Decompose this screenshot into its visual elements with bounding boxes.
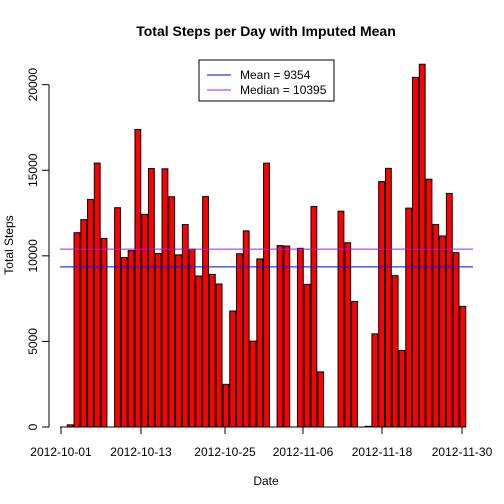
bar-2012-10-14 [147, 168, 155, 428]
bar-2012-10-20 [188, 248, 196, 428]
bar-2012-10-21 [195, 275, 203, 428]
bar-2012-10-13 [141, 213, 149, 428]
y-axis-label: Total Steps [2, 215, 16, 274]
legend-label: Median = 10395 [240, 83, 327, 97]
bar-2012-11-02 [276, 245, 284, 428]
bar-2012-10-27 [236, 253, 243, 428]
y-tick-label: 5000 [26, 328, 40, 355]
bar-2012-11-27 [445, 192, 453, 428]
y-tick-label: 10000 [26, 239, 40, 273]
bar-2012-10-30 [256, 258, 264, 428]
bar-2012-11-17 [378, 181, 386, 428]
bar-2012-10-19 [181, 224, 189, 428]
chart-title: Total Steps per Day with Imputed Mean [136, 23, 396, 39]
bar-2012-11-23 [418, 63, 426, 428]
bar-2012-11-03 [283, 245, 291, 428]
bar-2012-11-28 [452, 252, 460, 428]
bar-2012-10-10 [120, 257, 128, 428]
legend-box [198, 59, 335, 102]
bar-2012-10-15 [154, 252, 162, 428]
bar-2012-10-06 [93, 162, 101, 428]
bar-2012-11-07 [310, 205, 318, 428]
bar-2012-10-11 [127, 250, 135, 428]
x-axis-label: Date [253, 474, 279, 488]
bar-2012-10-04 [80, 219, 88, 428]
bar-2012-11-19 [391, 275, 399, 428]
bar-2012-11-13 [351, 300, 358, 428]
bar-2012-10-16 [161, 168, 169, 428]
x-tick-label: 2012-10-13 [110, 445, 172, 459]
bar-2012-11-29 [459, 305, 467, 428]
bar-2012-10-29 [249, 340, 257, 428]
bar-2012-11-16 [371, 333, 379, 428]
bars-group [66, 63, 467, 428]
bar-2012-10-28 [242, 230, 250, 428]
y-tick-label: 20000 [26, 68, 40, 102]
bar-2012-10-05 [87, 198, 94, 428]
bar-2012-10-22 [202, 196, 209, 428]
x-tick-label: 2012-10-01 [30, 445, 92, 459]
bar-2012-11-18 [384, 167, 392, 428]
bar-2012-11-20 [398, 349, 406, 428]
y-tick-label: 0 [26, 423, 40, 430]
bar-2012-11-24 [425, 178, 433, 428]
legend-label: Mean = 9354 [240, 68, 311, 82]
bar-2012-11-22 [412, 76, 419, 428]
bar-2012-11-05 [296, 247, 304, 428]
bar-2012-11-06 [303, 283, 311, 428]
bar-2012-11-21 [405, 207, 413, 428]
bar-2012-10-25 [222, 383, 230, 428]
bar-2012-10-12 [134, 128, 142, 428]
bar-2012-10-26 [229, 310, 237, 428]
bar-2012-10-03 [73, 232, 81, 428]
x-tick-label: 2012-10-25 [194, 445, 256, 459]
bar-2012-10-23 [208, 273, 216, 428]
bar-2012-10-31 [263, 162, 270, 428]
y-tick-label: 15000 [26, 153, 40, 187]
x-tick-label: 2012-11-06 [273, 445, 334, 459]
bar-2012-10-18 [175, 254, 182, 428]
bar-2012-10-17 [168, 196, 176, 428]
bar-2012-10-09 [114, 207, 121, 428]
y-axis: 0 5000 10000 15000 20000 [26, 68, 50, 430]
bar-2012-11-08 [317, 371, 325, 428]
x-tick-label: 2012-11-18 [352, 445, 413, 459]
x-tick-label: 2012-11-30 [432, 445, 493, 459]
bar-2012-11-12 [344, 242, 352, 428]
bar-2012-11-26 [439, 235, 446, 428]
bar-2012-11-25 [432, 223, 440, 428]
bar-2012-10-24 [215, 283, 223, 428]
x-axis: 2012-10-01 2012-10-13 2012-10-25 2012-11-06… [30, 426, 493, 459]
bar-2012-11-11 [337, 210, 345, 428]
reference-lines [60, 248, 473, 268]
